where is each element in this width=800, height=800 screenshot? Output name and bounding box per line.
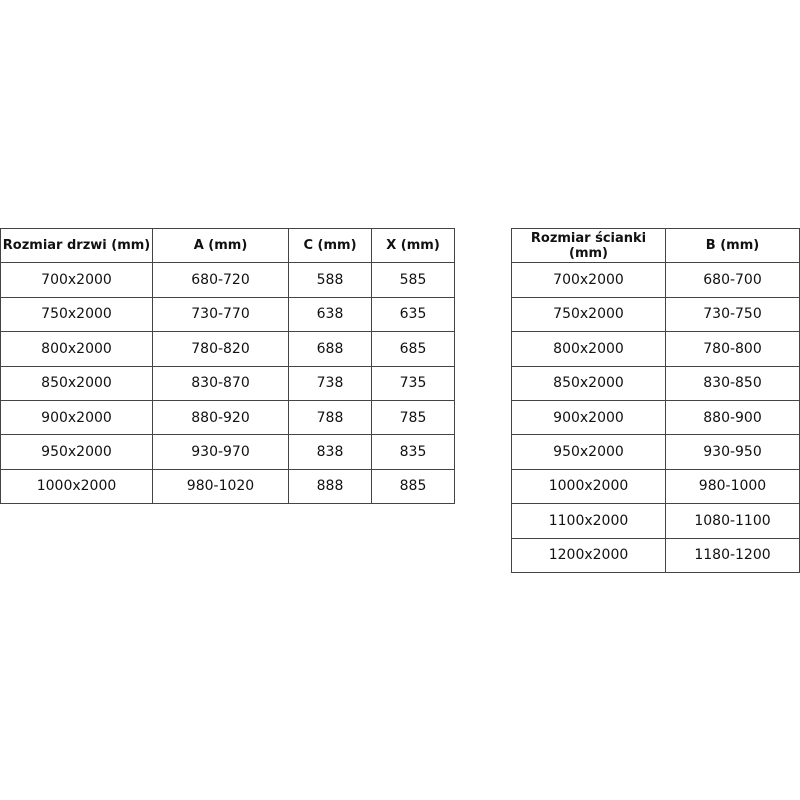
table-row: 800x2000 780-820 688 685 (0, 331, 455, 367)
table-cell: 850x2000 (511, 365, 666, 401)
table-cell: 700x2000 (511, 262, 666, 298)
table-cell: 735 (371, 365, 455, 401)
table-cell: 730-770 (152, 296, 289, 333)
table-cell: 950x2000 (0, 434, 153, 470)
table-cell: 800x2000 (0, 331, 153, 367)
table-cell: 1180-1200 (665, 537, 800, 573)
table-cell: 638 (288, 296, 372, 333)
table-row: 750x2000 730-750 (511, 296, 800, 333)
table-cell: 680-700 (665, 262, 800, 298)
table-row: 850x2000 830-850 (511, 365, 800, 401)
table-row: 1000x2000 980-1000 (511, 468, 800, 505)
table-cell: 850x2000 (0, 365, 153, 401)
table-cell: 880-920 (152, 399, 289, 436)
wall-size-table: Rozmiar ścianki (mm) B (mm) 700x2000 680-7… (511, 227, 800, 573)
table-cell: 635 (371, 296, 455, 333)
table-cell: 900x2000 (0, 399, 153, 436)
table-cell: 700x2000 (0, 262, 153, 298)
door-size-table: Rozmiar drzwi (mm) A (mm) C (mm) X (mm) 700… (0, 227, 455, 505)
table-cell: 838 (288, 434, 372, 470)
table-row: 1200x2000 1180-1200 (511, 537, 800, 573)
table-cell: 780-800 (665, 331, 800, 367)
table-cell: 830-850 (665, 365, 800, 401)
table-row: 750x2000 730-770 638 635 (0, 296, 455, 333)
table-cell: 880-900 (665, 399, 800, 436)
table-cell: 750x2000 (511, 296, 666, 333)
table-cell: 685 (371, 331, 455, 367)
table-cell: 1000x2000 (511, 468, 666, 505)
table-row: 900x2000 880-900 (511, 399, 800, 436)
table-cell: 980-1000 (665, 468, 800, 505)
table-cell: 885 (371, 468, 455, 505)
table-row: 800x2000 780-800 (511, 331, 800, 367)
table-row: 700x2000 680-720 588 585 (0, 262, 455, 298)
table-cell: 950x2000 (511, 434, 666, 470)
table-cell: 1000x2000 (0, 468, 153, 505)
table-cell: 750x2000 (0, 296, 153, 333)
table-cell: 888 (288, 468, 372, 505)
table-cell: 1100x2000 (511, 503, 666, 539)
table-cell: 835 (371, 434, 455, 470)
table-cell: 780-820 (152, 331, 289, 367)
table-cell: 1200x2000 (511, 537, 666, 573)
table-cell: 930-950 (665, 434, 800, 470)
table-cell: 688 (288, 331, 372, 367)
table-header-row: Rozmiar ścianki (mm) B (mm) (511, 227, 800, 264)
column-header: Rozmiar ścianki (mm) (511, 227, 666, 264)
table-row: 1100x2000 1080-1100 (511, 503, 800, 539)
table-row: 950x2000 930-950 (511, 434, 800, 470)
column-header: Rozmiar drzwi (mm) (0, 227, 153, 264)
table-row: 850x2000 830-870 738 735 (0, 365, 455, 401)
table-row: 950x2000 930-970 838 835 (0, 434, 455, 470)
table-cell: 730-750 (665, 296, 800, 333)
table-cell: 800x2000 (511, 331, 666, 367)
table-cell: 680-720 (152, 262, 289, 298)
table-header-row: Rozmiar drzwi (mm) A (mm) C (mm) X (mm) (0, 227, 455, 264)
table-cell: 980-1020 (152, 468, 289, 505)
table-cell: 1080-1100 (665, 503, 800, 539)
table-cell: 930-970 (152, 434, 289, 470)
table-cell: 900x2000 (511, 399, 666, 436)
column-header: C (mm) (288, 227, 372, 264)
column-header: B (mm) (665, 227, 800, 264)
table-row: 1000x2000 980-1020 888 885 (0, 468, 455, 505)
table-cell: 738 (288, 365, 372, 401)
column-header: A (mm) (152, 227, 289, 264)
table-row: 900x2000 880-920 788 785 (0, 399, 455, 436)
table-row: 700x2000 680-700 (511, 262, 800, 298)
table-cell: 588 (288, 262, 372, 298)
table-cell: 585 (371, 262, 455, 298)
table-cell: 788 (288, 399, 372, 436)
table-cell: 785 (371, 399, 455, 436)
column-header: X (mm) (371, 227, 455, 264)
table-cell: 830-870 (152, 365, 289, 401)
